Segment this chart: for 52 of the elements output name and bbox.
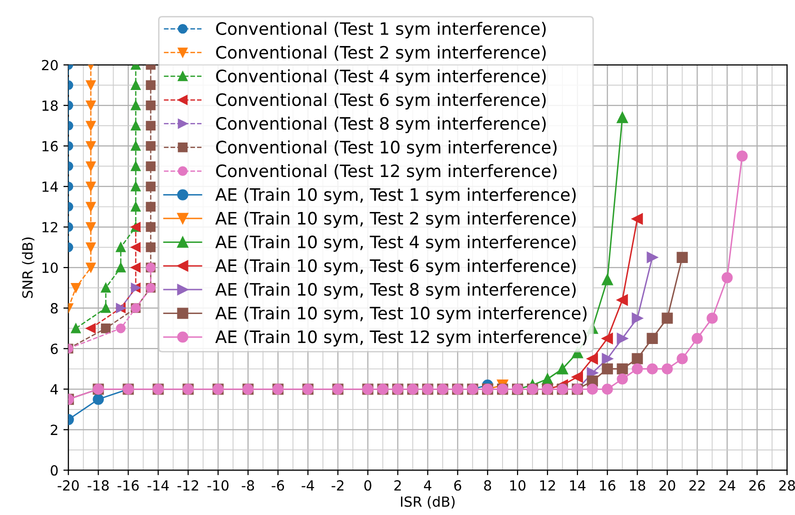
y-tick-label: 2 [50, 424, 58, 435]
legend-label: AE (Train 10 sym, Test 6 sym interference) [215, 258, 576, 276]
x-tick-label: 6 [454, 480, 462, 491]
y-axis-title: SNR (dB) [22, 238, 34, 298]
legend-label: Conventional (Test 8 sym interference) [216, 116, 546, 134]
x-tick-label: 2 [394, 480, 401, 490]
x-tick-label: 4 [424, 480, 432, 490]
x-tick-label: -6 [272, 480, 284, 491]
legend-label: AE (Train 10 sym, Test 1 sym interference) [215, 188, 576, 204]
x-tick-label: -4 [302, 480, 314, 490]
x-tick-label: 10 [510, 480, 526, 491]
x-tick-label: 28 [779, 480, 795, 491]
x-tick-label: 20 [659, 480, 676, 491]
x-tick-label: -20 [58, 480, 79, 491]
legend-label: AE (Train 10 sym, Test 4 sym interference) [215, 235, 576, 252]
y-tick-label: 14 [42, 182, 58, 192]
legend-label: AE (Train 10 sym, Test 10 sym interference) [215, 306, 587, 323]
legend-label: Conventional (Test 12 sym interference) [216, 164, 557, 181]
x-tick-label: 26 [749, 480, 766, 491]
y-tick-label: 18 [42, 100, 58, 111]
y-tick-label: 20 [42, 60, 58, 70]
x-tick-label: -2 [332, 480, 344, 490]
y-tick-label: 10 [42, 262, 58, 274]
y-tick-label: 4 [50, 384, 58, 394]
y-tick-label: 8 [50, 303, 58, 314]
x-tick-label: 18 [630, 480, 646, 491]
x-tick-label: 14 [570, 480, 586, 490]
legend-label: Conventional (Test 10 sym interference) [216, 140, 557, 157]
x-tick-label: 8 [484, 480, 492, 491]
y-tick-label: 16 [42, 140, 58, 152]
y-tick-label: 0 [50, 465, 58, 476]
legend-label: Conventional (Test 1 sym interference) [216, 22, 546, 38]
legend-label: Conventional (Test 4 sym interference) [216, 69, 546, 86]
x-tick-label: -16 [118, 480, 139, 491]
y-tick-label: 6 [50, 344, 58, 354]
x-tick-label: -18 [88, 480, 109, 491]
x-tick-label: 16 [600, 480, 616, 491]
x-tick-label: -10 [207, 480, 229, 491]
legend-label: AE (Train 10 sym, Test 12 sym interference) [215, 330, 587, 347]
x-tick-label: -14 [148, 480, 169, 490]
legend-label: AE (Train 10 sym, Test 8 sym interference) [215, 282, 576, 300]
x-tick-label: 24 [719, 480, 736, 490]
legend-label: Conventional (Test 2 sym interference) [216, 46, 546, 62]
x-tick-label: 22 [689, 480, 705, 490]
legend-label: AE (Train 10 sym, Test 2 sym interference) [215, 211, 576, 228]
x-tick-label: -12 [177, 480, 198, 490]
x-tick-label: 12 [540, 480, 555, 490]
x-tick-label: 0 [364, 480, 372, 491]
y-tick-label: 12 [42, 222, 58, 232]
x-axis-title: ISR (dB) [400, 496, 455, 509]
legend-label: Conventional (Test 6 sym interference) [216, 92, 546, 110]
x-tick-label: -8 [242, 480, 254, 491]
